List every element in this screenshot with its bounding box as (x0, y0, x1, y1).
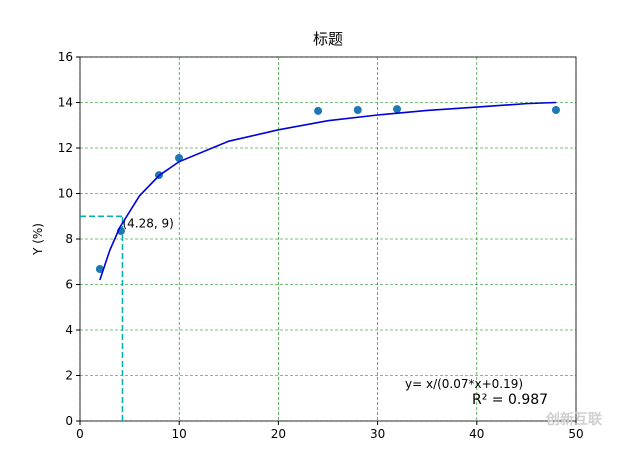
y-tick-label: 8 (65, 232, 73, 246)
data-point (353, 106, 362, 115)
x-tick-label: 40 (469, 427, 484, 441)
equation: y= x/(0.07*x+0.19) (405, 377, 523, 391)
data-point (95, 265, 104, 274)
plot-frame (79, 56, 577, 422)
y-tick-label: 14 (58, 96, 73, 110)
data-point (393, 105, 402, 114)
y-tick-label: 10 (58, 187, 73, 201)
x-tick-label: 50 (568, 427, 583, 441)
watermark: 创新互联 (545, 411, 603, 428)
y-tick-label: 4 (65, 323, 73, 337)
r-squared: R² = 0.987 (472, 392, 548, 408)
x-tick-label: 10 (172, 427, 187, 441)
y-tick-label: 6 (65, 278, 73, 292)
chart-title: 标题 (313, 30, 343, 48)
x-tick-label: 0 (76, 427, 84, 441)
x-tick-label: 20 (271, 427, 286, 441)
annotation: (4.28, 9) (122, 216, 173, 230)
data-point (551, 106, 560, 115)
y-tick-label: 2 (65, 369, 73, 383)
y-axis-label: Y (%) (31, 223, 45, 256)
fit-curve (99, 101, 557, 281)
x-tick-label: 30 (370, 427, 385, 441)
data-point (314, 106, 323, 115)
y-tick-label: 12 (58, 141, 73, 155)
y-tick-label: 0 (65, 414, 73, 428)
data-point (175, 154, 184, 163)
y-tick-label: 16 (58, 50, 73, 64)
